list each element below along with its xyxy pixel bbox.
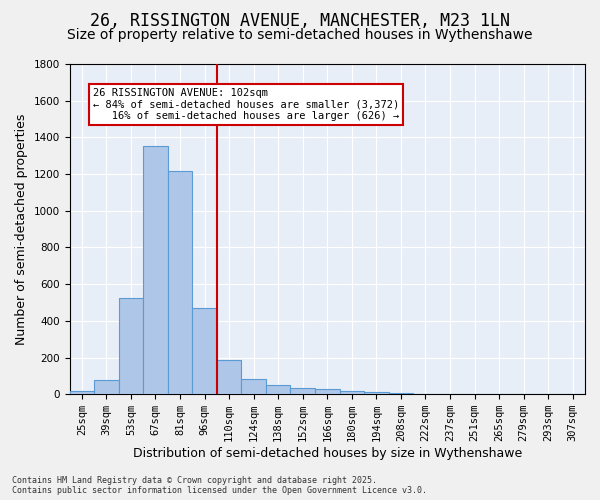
Bar <box>364 392 389 394</box>
Bar <box>119 298 143 394</box>
Text: Size of property relative to semi-detached houses in Wythenshawe: Size of property relative to semi-detach… <box>67 28 533 42</box>
X-axis label: Distribution of semi-detached houses by size in Wythenshawe: Distribution of semi-detached houses by … <box>133 447 522 460</box>
Bar <box>266 386 290 394</box>
Bar <box>94 380 119 394</box>
Bar <box>168 172 192 394</box>
Bar <box>340 391 364 394</box>
Bar <box>217 360 241 394</box>
Bar <box>70 392 94 394</box>
Y-axis label: Number of semi-detached properties: Number of semi-detached properties <box>15 114 28 345</box>
Text: 26 RISSINGTON AVENUE: 102sqm
← 84% of semi-detached houses are smaller (3,372)
 : 26 RISSINGTON AVENUE: 102sqm ← 84% of se… <box>93 88 399 121</box>
Bar <box>192 308 217 394</box>
Bar <box>241 378 266 394</box>
Text: Contains HM Land Registry data © Crown copyright and database right 2025.
Contai: Contains HM Land Registry data © Crown c… <box>12 476 427 495</box>
Bar <box>290 388 315 394</box>
Text: 26, RISSINGTON AVENUE, MANCHESTER, M23 1LN: 26, RISSINGTON AVENUE, MANCHESTER, M23 1… <box>90 12 510 30</box>
Bar <box>315 388 340 394</box>
Bar <box>143 146 168 394</box>
